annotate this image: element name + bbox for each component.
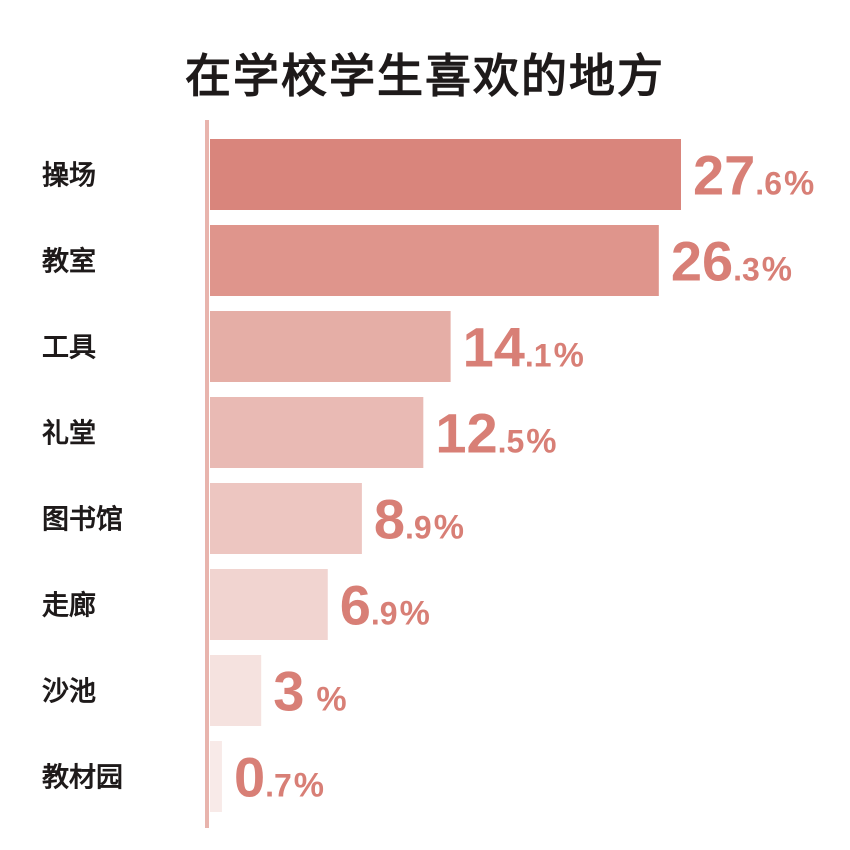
value-label: 12.5%: [435, 402, 556, 465]
category-label: 走廊: [42, 590, 96, 622]
value-label-int: 0: [234, 746, 265, 809]
value-label-unit: %: [316, 681, 346, 719]
bar: [210, 397, 424, 468]
value-label-decimal: .7: [265, 768, 292, 804]
value-label-unit: %: [434, 509, 464, 547]
value-label-int: 6: [340, 574, 371, 637]
category-label: 工具: [42, 333, 96, 364]
value-label-int: 14: [463, 316, 525, 379]
chart-title: 在学校学生喜欢的地方: [185, 49, 665, 103]
value-label-int: 12: [435, 402, 497, 465]
bar: [210, 225, 659, 296]
category-label: 操场: [42, 161, 96, 192]
value-label: 6.9%: [340, 574, 430, 637]
category-label: 教材园: [42, 763, 123, 794]
value-label-decimal: .5: [498, 424, 525, 460]
bar: [210, 311, 451, 382]
value-label: 26.3%: [671, 230, 792, 293]
value-label-unit: %: [294, 767, 324, 805]
value-label-unit: %: [526, 423, 556, 461]
value-label-unit: %: [762, 251, 792, 289]
value-label-decimal: .6: [755, 166, 782, 202]
value-label: 0.7%: [234, 746, 324, 809]
category-label: 图书馆: [42, 504, 123, 536]
value-label-int: 27: [693, 144, 755, 207]
value-label-decimal: .3: [733, 252, 760, 288]
value-label: 8.9%: [374, 488, 464, 551]
value-label-int: 3: [273, 660, 304, 723]
value-label-decimal: .9: [371, 596, 398, 632]
category-label: 教室: [42, 246, 96, 278]
value-label: 27.6%: [693, 144, 814, 207]
value-label-unit: %: [554, 337, 584, 375]
category-label: 礼堂: [42, 418, 96, 450]
value-label: 14.1%: [463, 316, 584, 379]
value-label-decimal: .1: [525, 338, 552, 374]
value-label-int: 26: [671, 230, 733, 293]
bar: [210, 139, 681, 210]
value-label-unit: %: [784, 165, 814, 203]
value-label: 3%: [273, 660, 346, 723]
value-label-decimal: .9: [405, 510, 432, 546]
category-label: 沙池: [42, 677, 96, 708]
bar: [210, 483, 362, 554]
bar: [210, 569, 328, 640]
bar: [210, 741, 222, 812]
value-label-unit: %: [400, 595, 430, 633]
value-label-int: 8: [374, 488, 405, 551]
bar: [210, 655, 262, 726]
